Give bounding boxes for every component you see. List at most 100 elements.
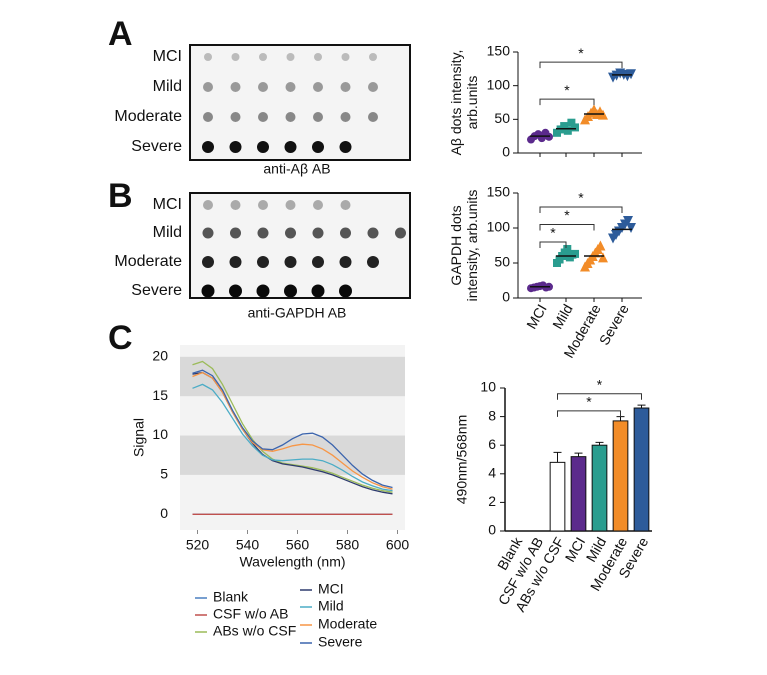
blot-dot <box>312 141 324 153</box>
significance-label: * <box>578 190 584 206</box>
y-tick-label: 10 <box>480 379 496 395</box>
legend-label: Mild <box>318 598 344 614</box>
blot-dot <box>229 141 242 153</box>
y-axis-label-line: arb.units <box>464 76 480 130</box>
y-tick-label: 6 <box>488 436 496 452</box>
blot-dot <box>340 112 351 122</box>
grid-band <box>180 435 405 475</box>
blot-dot <box>339 256 352 268</box>
blot-dot <box>314 53 322 61</box>
data-point <box>623 216 633 226</box>
error-bar <box>637 404 646 409</box>
x-tick-label: 560 <box>286 537 310 553</box>
x-axis-label: Wavelength (nm) <box>239 554 345 570</box>
panel-label: C <box>108 319 133 357</box>
y-axis-label: 490nm/568nm <box>454 415 470 505</box>
blot-dot <box>230 200 241 210</box>
y-tick-label: 0 <box>502 144 510 160</box>
significance-label: * <box>564 82 570 98</box>
blot-dot <box>256 284 270 298</box>
bar <box>570 456 587 532</box>
y-tick-label: 2 <box>488 493 496 509</box>
blot-dot <box>258 112 268 122</box>
blot-dot <box>286 53 295 61</box>
data-point <box>563 245 572 253</box>
blot-dot <box>203 200 213 210</box>
blot-dot <box>313 200 323 210</box>
y-tick-label: 50 <box>494 110 510 126</box>
blot-dot <box>285 82 296 92</box>
data-point <box>598 252 608 263</box>
blot-dot <box>312 227 324 239</box>
blot-row-label: Severe <box>131 138 182 155</box>
blot-dot <box>284 141 297 153</box>
bar <box>612 420 629 532</box>
y-tick-label: 8 <box>488 407 496 423</box>
blot-dot <box>257 141 269 153</box>
panel-label: A <box>108 15 133 53</box>
blot-row-label: Moderate <box>114 253 182 270</box>
blot-dot <box>395 227 406 239</box>
blot-dot <box>313 82 323 92</box>
blot-dot <box>368 112 378 122</box>
blot-row-label: MCI <box>153 196 182 213</box>
error-bar <box>574 452 583 457</box>
y-axis-label: GAPDH dotsintensity, arb.units <box>448 190 480 302</box>
data-point <box>626 223 636 233</box>
blot-dot <box>312 256 324 268</box>
blot-dot <box>204 53 212 61</box>
x-tick-label: 580 <box>336 537 360 553</box>
legend-label: MCI <box>318 581 344 597</box>
blot-dot <box>285 112 296 122</box>
significance-label: * <box>586 394 592 410</box>
error-bar <box>595 441 604 446</box>
blot-row-label: Mild <box>153 78 182 95</box>
blot-dot <box>340 200 351 210</box>
blot-dot <box>339 284 352 298</box>
y-tick-label: 50 <box>494 254 510 270</box>
blot-dot <box>202 227 214 239</box>
blot-dot <box>341 53 350 61</box>
y-tick-label: 10 <box>152 426 168 442</box>
significance-bracket <box>539 61 623 69</box>
blot-dot <box>285 227 296 239</box>
y-tick-label: 150 <box>487 43 511 59</box>
blot-dot <box>230 227 241 239</box>
significance-bracket <box>539 98 595 106</box>
blot-dot <box>202 256 214 268</box>
bar <box>591 444 608 532</box>
y-tick-label: 150 <box>487 184 511 200</box>
line-series <box>192 369 393 489</box>
blot-dot <box>201 284 215 298</box>
blot-dot <box>284 256 297 268</box>
blot-dot <box>311 284 325 298</box>
y-tick-label: 100 <box>487 76 511 92</box>
y-axis-label-line: intensity, arb.units <box>464 190 480 302</box>
significance-label: * <box>597 376 603 392</box>
blot-dot <box>203 112 213 122</box>
data-point <box>595 240 606 251</box>
blot-dot <box>202 141 214 153</box>
y-tick-label: 0 <box>502 289 510 305</box>
legend-label: Blank <box>213 589 249 605</box>
blot-dot <box>367 256 379 268</box>
blot-membrane <box>189 192 411 299</box>
blot-dot <box>284 284 297 298</box>
significance-label: * <box>578 45 584 61</box>
data-point <box>567 118 576 127</box>
legend-label: Severe <box>318 634 363 650</box>
line-series <box>192 371 393 490</box>
data-point <box>560 122 569 131</box>
y-tick-label: 4 <box>488 465 496 481</box>
blot-caption: anti-Aβ AB <box>263 161 330 177</box>
legend-label: CSF w/o AB <box>213 606 288 622</box>
blot-row-label: MCI <box>153 48 182 65</box>
blot-dot <box>257 256 269 268</box>
blot-dot <box>230 82 241 92</box>
blot-dot <box>313 112 323 122</box>
y-axis-label: Signal <box>131 418 147 457</box>
panel-label: B <box>108 177 133 215</box>
y-tick-label: 5 <box>160 466 168 482</box>
blot-dot <box>258 200 268 210</box>
